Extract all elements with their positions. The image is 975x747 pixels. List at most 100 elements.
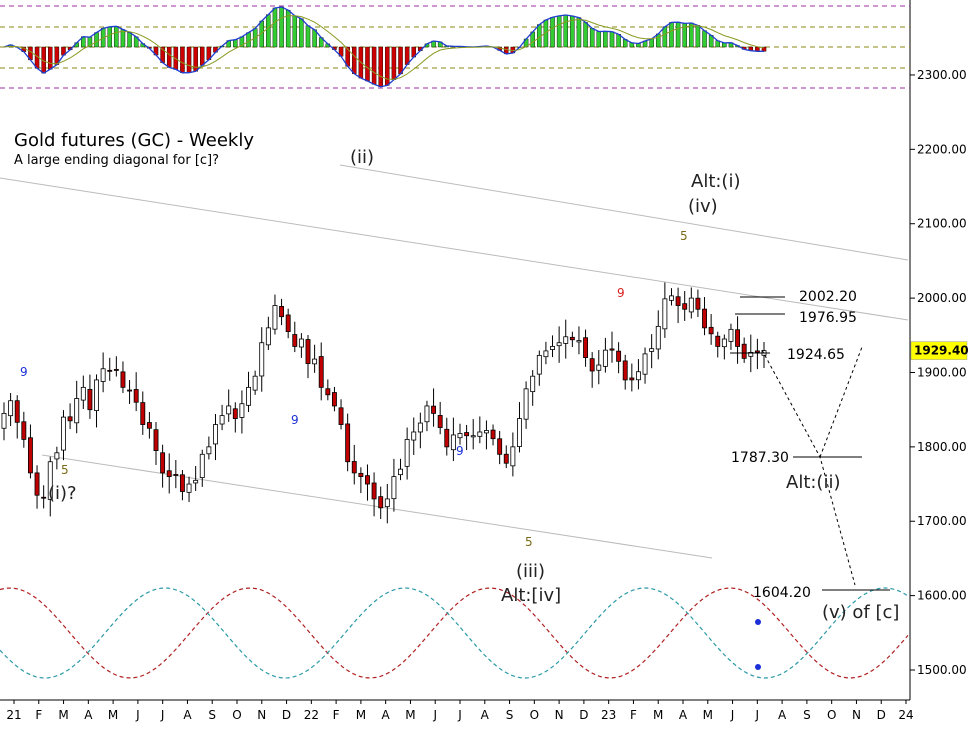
candle — [153, 422, 159, 465]
y-tick-label: 1700.00 — [917, 514, 967, 528]
oscillator-bar — [371, 46, 377, 85]
candle-body-up — [206, 446, 212, 455]
candle — [629, 363, 635, 392]
candle — [378, 486, 384, 519]
candle — [563, 319, 569, 359]
candle — [34, 465, 40, 509]
oscillator-bar — [233, 39, 238, 48]
oscillator-bar — [550, 17, 555, 48]
x-tick-label: A — [778, 708, 787, 722]
candle — [411, 417, 417, 456]
candle — [602, 337, 608, 373]
candle — [371, 472, 377, 517]
candle-body-down — [120, 371, 126, 388]
candle-body-up — [556, 342, 562, 347]
oscillator-bar — [391, 46, 397, 80]
x-tick-label: J — [457, 708, 462, 722]
candle-body-up — [483, 430, 489, 434]
candle-body-up — [47, 461, 53, 500]
candle-body-up — [391, 476, 397, 500]
candle — [351, 444, 357, 485]
oscillator-bar — [266, 14, 271, 48]
oscillator-bar — [200, 46, 205, 66]
candle-body-up — [272, 305, 278, 330]
candle — [596, 349, 602, 385]
candle — [675, 287, 681, 324]
x-tick-label: N — [852, 708, 861, 722]
candle-body-down — [431, 405, 437, 414]
candle-body-down — [34, 472, 40, 496]
x-tick-label: 23 — [601, 708, 616, 722]
candle-body-down — [609, 348, 615, 351]
candle-body-down — [622, 360, 628, 381]
candle — [662, 282, 668, 338]
x-tick-label: O — [827, 708, 836, 722]
oscillator-histogram — [8, 6, 767, 87]
candle — [219, 404, 225, 431]
y-axis-ticks: 1500.00 1600.00 1700.00 1800.00 1900.00 2000.… — [910, 68, 967, 677]
candle — [695, 289, 701, 317]
count-label-9-d: 9 — [617, 286, 625, 300]
y-tick-label: 2300.00 — [917, 68, 967, 82]
candle-body-down — [21, 421, 27, 440]
candle-body-up — [669, 295, 674, 301]
candle — [576, 326, 582, 355]
x-tick-label: A — [382, 708, 391, 722]
candle-body-down — [583, 337, 589, 359]
candle — [358, 467, 364, 494]
candle — [199, 449, 205, 487]
candle — [497, 430, 503, 465]
candle — [239, 390, 245, 434]
wave-label-iii: (iii) — [516, 561, 545, 582]
x-tick-label: M — [653, 708, 663, 722]
candle — [708, 314, 714, 345]
oscillator-signal-line — [3, 15, 765, 80]
candle-body-up — [312, 358, 318, 365]
y-tick-label: 1900.00 — [917, 365, 967, 379]
candle-body-up — [477, 431, 483, 437]
candle-body-down — [127, 389, 133, 392]
candle-body-down — [351, 461, 357, 474]
candle — [649, 334, 655, 369]
oscillator-bar — [186, 46, 192, 73]
candle-body-down — [27, 437, 33, 474]
candle-body-down — [153, 429, 159, 451]
candle — [530, 370, 536, 406]
candle — [669, 288, 674, 306]
candle-body-up — [265, 327, 271, 346]
x-axis-ticks: 21 F M A M J J A S O N D 22 F M A M J J A S O N D 23 F M A M J J A S O N D 2… — [6, 700, 914, 722]
oscillator-bar — [563, 14, 568, 48]
x-tick-label: D — [877, 708, 886, 722]
candle — [292, 321, 298, 353]
candle — [27, 424, 33, 479]
candle-body-up — [530, 375, 536, 393]
candle-body-down — [331, 392, 337, 407]
oscillator-bar — [669, 22, 674, 48]
candle-body-up — [721, 338, 727, 348]
x-tick-label: J — [755, 708, 760, 722]
candle-body-up — [649, 348, 655, 352]
candle — [232, 402, 238, 433]
candle-body-up — [298, 338, 304, 348]
candle-body-up — [450, 434, 456, 451]
x-tick-label: 24 — [898, 708, 913, 722]
candle-body-up — [1, 412, 7, 429]
candle-body-up — [563, 336, 569, 344]
candle-body-up — [226, 405, 232, 415]
candle — [272, 294, 278, 335]
candle — [206, 436, 212, 460]
candle-body-up — [404, 439, 410, 467]
candle-body-down — [87, 389, 93, 411]
wave-label-i: (i)? — [48, 483, 77, 504]
candle-body-down — [358, 472, 364, 478]
candle-body-up — [417, 422, 423, 433]
candle-body-down — [464, 432, 470, 437]
candle-body-up — [213, 424, 218, 445]
x-tick-label: F — [333, 708, 340, 722]
x-tick-label: M — [356, 708, 366, 722]
count-label-9-a: 9 — [20, 365, 28, 379]
candle — [735, 316, 741, 364]
candle — [457, 423, 463, 445]
oscillator-pane — [0, 5, 910, 89]
candle-body-down — [179, 474, 185, 492]
